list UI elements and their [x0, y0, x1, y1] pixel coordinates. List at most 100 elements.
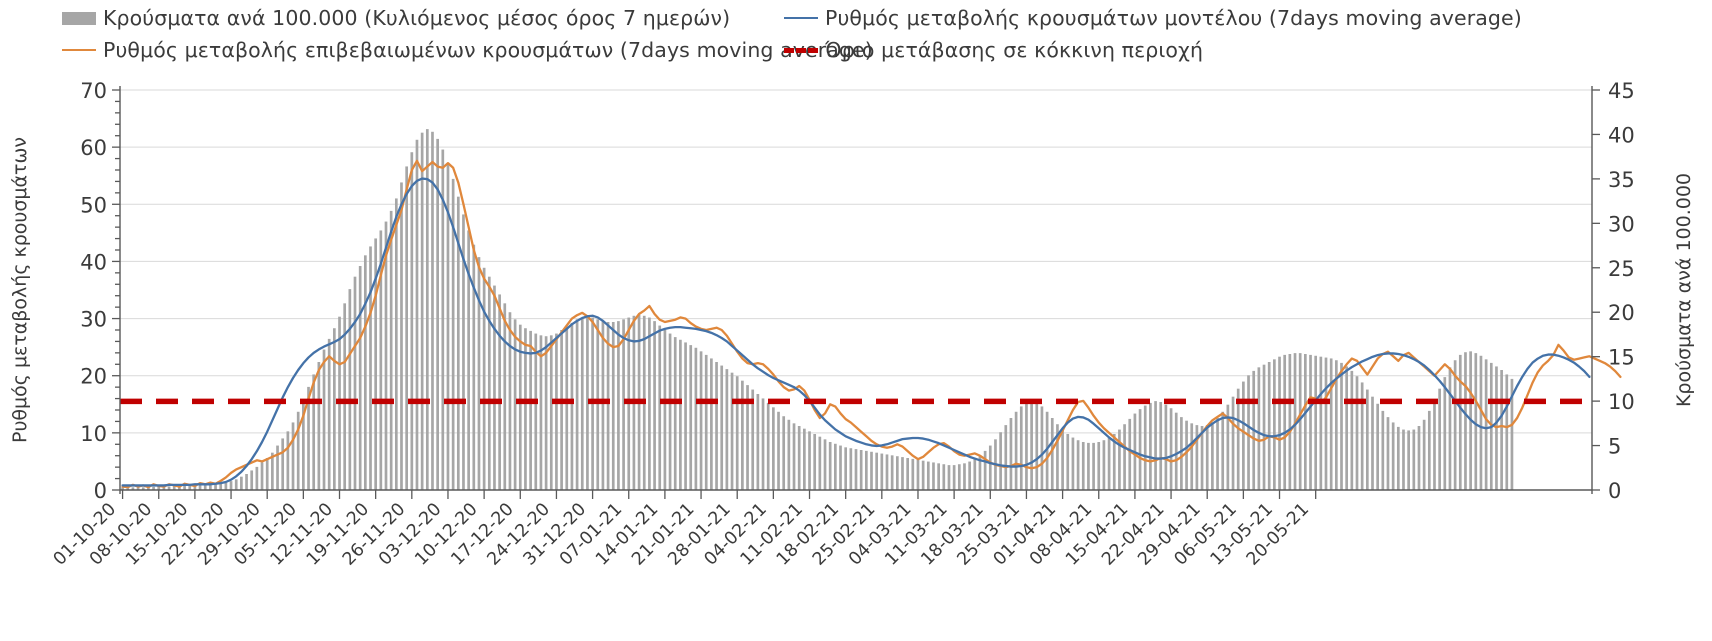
bar	[136, 487, 140, 490]
bar	[534, 333, 538, 490]
bar	[198, 485, 202, 490]
bar	[1087, 442, 1090, 490]
bar	[978, 455, 982, 490]
bar	[828, 442, 832, 490]
bar	[245, 474, 248, 490]
bar	[1417, 426, 1421, 490]
bar	[1128, 418, 1132, 490]
bar	[792, 423, 796, 490]
bar	[1174, 412, 1178, 490]
bar	[570, 322, 574, 490]
bar	[188, 485, 192, 490]
legend-label-red-threshold: Όριο μετάβασης σε κόκκινη περιοχή	[825, 38, 1204, 62]
dashed-line-swatch-icon	[784, 47, 818, 53]
bar	[684, 342, 687, 490]
bar	[358, 266, 362, 490]
bar	[224, 482, 228, 490]
bar	[493, 285, 496, 490]
bar	[926, 461, 930, 490]
bar	[1149, 402, 1152, 490]
legend-item-model-rate[interactable]: Ρυθμός μεταβολής κρουσμάτων μοντέλου (7d…	[784, 6, 1522, 30]
right-axis-tick-label: 40	[1608, 123, 1635, 147]
bar	[1360, 382, 1364, 490]
bar	[1257, 367, 1261, 490]
bar	[343, 303, 347, 490]
bar	[394, 198, 398, 490]
bar	[214, 484, 217, 490]
bar	[1386, 417, 1390, 490]
legend-item-cases-per-100k[interactable]: Κρούσματα ανά 100.000 (Κυλιόμενος μέσος …	[62, 6, 730, 30]
bar	[1422, 419, 1426, 490]
series-line-confirmed-rate	[121, 159, 1622, 489]
bar-swatch-icon	[62, 11, 96, 25]
bar	[1464, 352, 1467, 490]
bar	[1283, 354, 1287, 490]
bar	[1236, 388, 1240, 490]
bar	[875, 452, 879, 490]
bar	[1040, 406, 1044, 490]
left-axis-tick-label: 0	[94, 479, 107, 503]
bar	[937, 463, 940, 490]
bar	[183, 485, 186, 490]
bar	[911, 458, 915, 490]
left-axis-tick-label: 60	[80, 136, 107, 160]
bar	[167, 486, 171, 490]
bar	[240, 476, 243, 490]
bar	[312, 374, 316, 490]
bar	[880, 453, 884, 490]
bar	[260, 462, 264, 490]
legend-item-confirmed-rate[interactable]: Ρυθμός μεταβολής επιβεβαιωμένων κρουσμάτ…	[62, 38, 873, 62]
bar	[1242, 381, 1245, 490]
bar	[544, 336, 548, 490]
bar	[668, 333, 672, 490]
bar	[1102, 440, 1106, 490]
bar	[999, 432, 1002, 490]
bar	[601, 321, 605, 490]
bar	[741, 380, 744, 490]
bar	[1510, 378, 1514, 490]
bar	[823, 439, 827, 490]
bar	[1076, 440, 1080, 490]
bar	[1107, 437, 1111, 490]
bar	[1371, 396, 1374, 490]
bar	[255, 466, 259, 490]
bar	[1407, 430, 1410, 490]
bar	[849, 448, 853, 490]
bar	[539, 335, 543, 490]
bar	[162, 486, 166, 490]
bar	[730, 372, 734, 490]
legend-item-red-threshold[interactable]: Όριο μετάβασης σε κόκκινη περιοχή	[784, 38, 1203, 62]
bar	[596, 319, 600, 490]
bar	[1169, 408, 1173, 490]
bar	[1309, 354, 1312, 490]
bar	[415, 139, 419, 490]
bar	[813, 434, 817, 490]
bar	[420, 132, 424, 491]
bar	[1329, 358, 1333, 490]
bar	[968, 461, 971, 490]
bar	[1458, 354, 1462, 490]
right-axis-tick-label: 35	[1608, 168, 1635, 192]
bar	[389, 210, 393, 490]
bar	[405, 166, 408, 490]
bar	[353, 276, 357, 490]
right-axis-tick-label: 25	[1608, 257, 1635, 281]
right-axis-tick-label: 10	[1608, 390, 1635, 414]
bar	[870, 451, 873, 490]
bar	[586, 316, 589, 490]
line-swatch-icon	[62, 49, 96, 51]
bar	[1340, 362, 1343, 490]
bar	[1154, 401, 1157, 490]
bar	[1019, 406, 1023, 490]
bar	[1009, 418, 1013, 490]
bar	[916, 459, 920, 490]
bar	[1314, 355, 1318, 490]
bar	[462, 214, 465, 490]
bar	[431, 131, 434, 490]
bar	[1443, 377, 1447, 490]
bar	[704, 354, 708, 490]
right-axis-tick-label: 45	[1608, 79, 1635, 103]
bar	[229, 481, 233, 490]
